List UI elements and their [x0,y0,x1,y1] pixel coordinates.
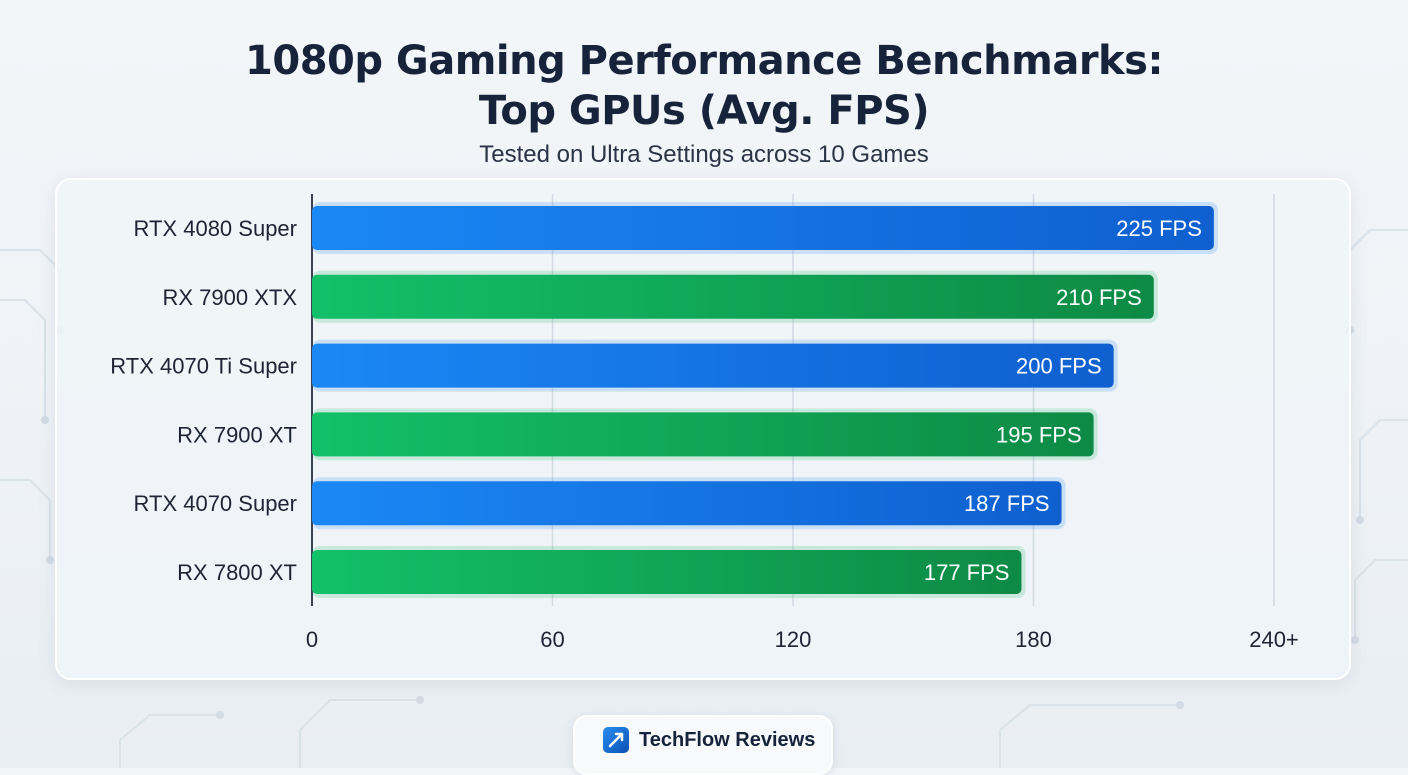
category-label: RX 7800 XT [177,560,297,585]
techflow-logo-icon [603,727,629,753]
bar [312,550,1022,594]
category-label: RX 7900 XT [177,422,297,447]
category-label: RTX 4070 Ti Super [110,354,297,379]
category-label: RX 7900 XTX [162,285,297,310]
value-label: 195 FPS [996,422,1082,447]
x-tick-label: 180 [1015,627,1052,652]
bar [312,481,1062,526]
bar [312,274,1154,319]
value-label: 177 FPS [924,560,1010,585]
chart-subtitle: Tested on Ultra Settings across 10 Games [479,141,929,168]
chart-title: 1080p Gaming Performance Benchmarks: Top… [0,36,1408,136]
chart-title-line1: 1080p Gaming Performance Benchmarks: [245,38,1163,84]
x-tick-label: 60 [540,627,564,652]
bar [312,343,1114,388]
value-label: 187 FPS [964,491,1050,516]
bar [312,412,1094,457]
x-tick-label: 0 [306,627,318,652]
x-tick-label: 240+ [1249,627,1299,652]
chart-title-line2: Top GPUs (Avg. FPS) [478,88,930,134]
category-label: RTX 4080 Super [134,216,297,241]
bar [312,206,1214,250]
category-label: RTX 4070 Super [134,491,297,516]
value-label: 200 FPS [1016,354,1102,379]
value-label: 225 FPS [1116,216,1202,241]
brand-badge: TechFlow Reviews [573,715,833,775]
value-label: 210 FPS [1056,285,1142,310]
brand-name: TechFlow Reviews [639,729,816,751]
x-tick-label: 120 [775,627,812,652]
